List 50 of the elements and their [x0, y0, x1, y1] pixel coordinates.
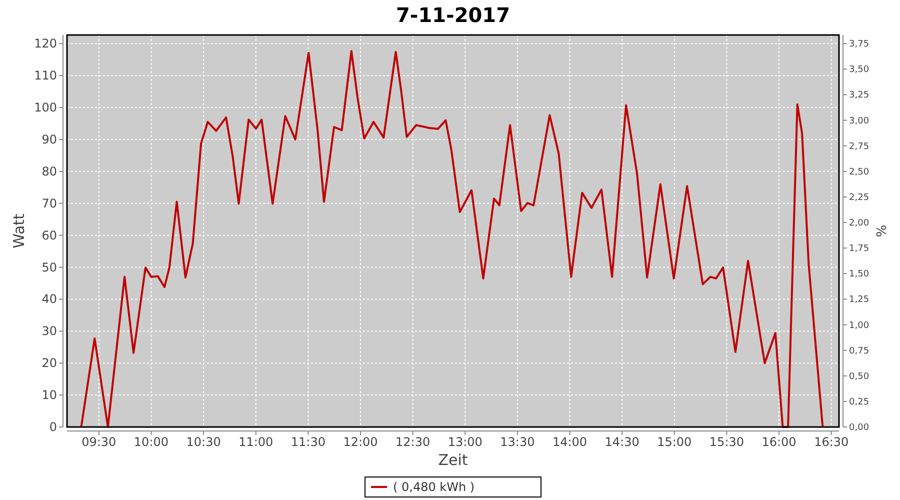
y2-tick-label: 3,00 — [849, 116, 870, 126]
y2-tick-label: 1,25 — [849, 295, 870, 306]
y-tick-label: 60 — [42, 228, 57, 242]
x-tick-label: 12:30 — [396, 435, 430, 449]
y2-tick-label: 3,50 — [849, 65, 870, 76]
y-tick-label: 100 — [34, 100, 57, 115]
y-tick-label: 120 — [34, 36, 57, 51]
x-tick-label: 15:30 — [709, 435, 744, 449]
x-tick-label: 10:00 — [134, 435, 169, 449]
x-tick-label: 10:30 — [186, 435, 221, 449]
y2-tick-label: 0,50 — [849, 372, 870, 382]
y2-tick-label: 1,00 — [849, 320, 870, 331]
x-tick-label: 16:30 — [814, 435, 849, 449]
y2-tick-label: 2,50 — [849, 167, 870, 178]
y-tick-label: 90 — [42, 132, 57, 146]
y-tick-label: 110 — [34, 68, 57, 83]
chart-title: 7-11-2017 — [396, 3, 510, 27]
y-tick-label: 10 — [42, 388, 57, 402]
line-series — [80, 50, 824, 428]
y2-tick-label: 3,25 — [849, 90, 870, 101]
y2-tick-label: 0,25 — [849, 397, 870, 408]
y2-tick-label: 1,75 — [849, 244, 870, 254]
y-tick-label: 40 — [42, 292, 57, 306]
y-tick-label: 70 — [42, 196, 57, 210]
y-axis-title: Watt — [10, 213, 28, 248]
y2-tick-label: 0,75 — [849, 346, 870, 356]
y2-tick-label: 1,50 — [849, 270, 870, 280]
x-tick-label: 14:00 — [552, 435, 588, 449]
x-tick-label: 12:00 — [343, 435, 378, 449]
x-tick-label: 13:30 — [500, 435, 535, 449]
y-tick-label: 20 — [42, 356, 57, 370]
x-tick-label: 13:00 — [448, 435, 482, 449]
legend-label: ( 0,480 kWh ) — [393, 480, 475, 494]
x-tick-label: 14:30 — [604, 435, 640, 449]
y-tick-label: 30 — [42, 324, 57, 338]
y-tick-label: 50 — [42, 260, 57, 274]
y2-tick-label: 0,00 — [849, 423, 870, 433]
x-tick-label: 11:00 — [238, 435, 274, 449]
y2-tick-label: 2,00 — [849, 218, 870, 229]
y2-tick-label: 2,25 — [849, 192, 870, 203]
x-tick-label: 11:30 — [290, 435, 326, 449]
y2-axis-title: % — [875, 224, 890, 238]
x-tick-label: 09:30 — [82, 435, 116, 449]
y-tick-label: 80 — [42, 164, 57, 178]
y-tick-label: 0 — [49, 420, 57, 434]
y2-tick-label: 3,75 — [849, 40, 870, 50]
x-axis-title: Zeit — [438, 451, 468, 469]
x-tick-label: 16:00 — [762, 435, 796, 449]
x-tick-label: 15:00 — [657, 435, 692, 449]
y2-tick-label: 2,75 — [849, 142, 870, 152]
